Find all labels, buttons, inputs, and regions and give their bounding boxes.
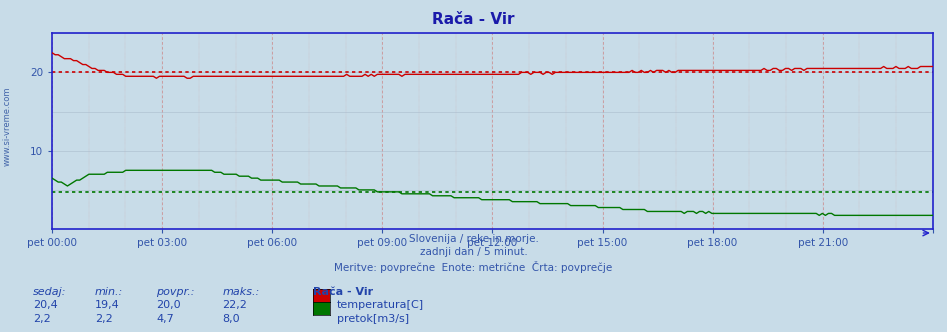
Text: 19,4: 19,4 (95, 300, 119, 310)
Text: 8,0: 8,0 (223, 314, 241, 324)
Text: povpr.:: povpr.: (156, 287, 195, 297)
Text: 20,0: 20,0 (156, 300, 181, 310)
Text: pretok[m3/s]: pretok[m3/s] (337, 314, 409, 324)
Text: sedaj:: sedaj: (33, 287, 66, 297)
Text: 20,4: 20,4 (33, 300, 58, 310)
Text: maks.:: maks.: (223, 287, 259, 297)
Text: www.si-vreme.com: www.si-vreme.com (3, 86, 12, 166)
Text: Rača - Vir: Rača - Vir (313, 287, 372, 297)
Text: min.:: min.: (95, 287, 123, 297)
Text: Meritve: povprečne  Enote: metrične  Črta: povprečje: Meritve: povprečne Enote: metrične Črta:… (334, 261, 613, 273)
Text: 4,7: 4,7 (156, 314, 174, 324)
Text: zadnji dan / 5 minut.: zadnji dan / 5 minut. (420, 247, 527, 257)
Text: 22,2: 22,2 (223, 300, 247, 310)
Text: Slovenija / reke in morje.: Slovenija / reke in morje. (408, 234, 539, 244)
Text: 2,2: 2,2 (95, 314, 113, 324)
Text: 2,2: 2,2 (33, 314, 51, 324)
Text: temperatura[C]: temperatura[C] (337, 300, 424, 310)
Text: Rača - Vir: Rača - Vir (432, 12, 515, 27)
